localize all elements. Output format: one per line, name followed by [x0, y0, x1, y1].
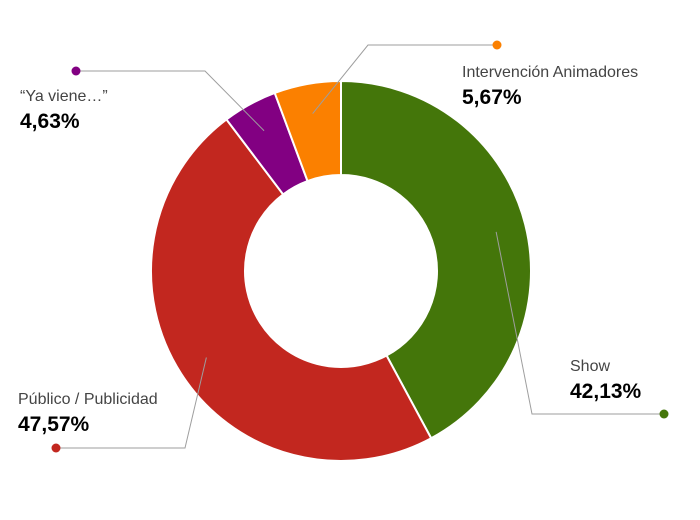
slice-value-publico-publicidad: 47,57% [18, 413, 90, 436]
slice-value-intervencion-animadores: 5,67% [462, 86, 522, 109]
slice-value-show: 42,13% [570, 380, 642, 403]
leader-dot-publico-publicidad [51, 443, 61, 453]
slice-label-ya-viene: “Ya viene…” [20, 88, 108, 105]
leader-line-intervencion-animadores [312, 44, 497, 114]
slice-label-publico-publicidad: Público / Publicidad [18, 391, 158, 408]
leader-dot-ya-viene [71, 66, 81, 76]
leader-line-show [495, 231, 664, 415]
slice-value-ya-viene: 4,63% [20, 110, 80, 133]
slice-intervencion-animadores [273, 79, 342, 183]
leader-dot-show [659, 409, 669, 419]
slice-label-show: Show [570, 358, 610, 375]
slice-label-intervencion-animadores: Intervención Animadores [462, 64, 638, 81]
leader-line-publico-publicidad [56, 357, 207, 449]
leader-line-ya-viene [76, 70, 265, 132]
leader-dot-intervencion-animadores [492, 40, 502, 50]
slice-publico-publicidad [150, 118, 433, 462]
slice-show [340, 79, 532, 440]
